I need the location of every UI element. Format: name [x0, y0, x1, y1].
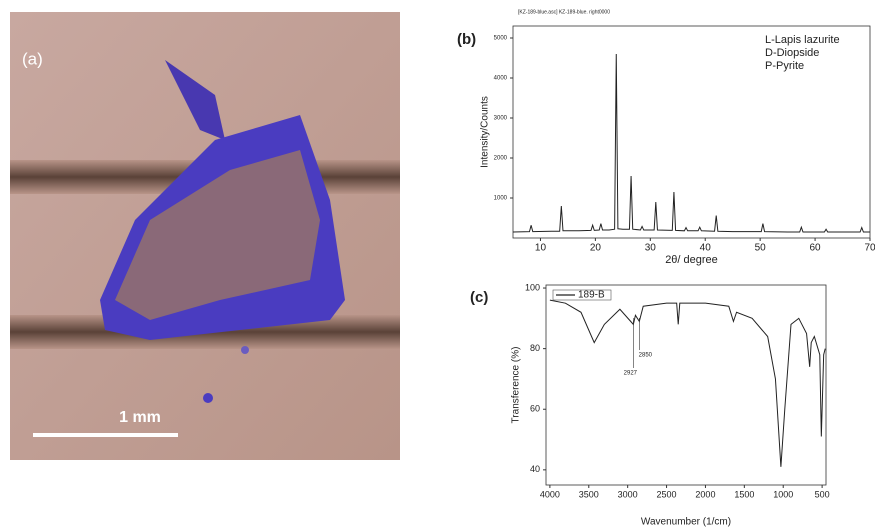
x-tick-label: 30: [645, 243, 657, 254]
x-tick-label: 4000: [540, 489, 560, 499]
x-tick-label: 40: [700, 243, 712, 254]
x-axis-label: 2θ/ degree: [665, 254, 718, 266]
y-axis-label: Intensity/Counts: [480, 96, 491, 168]
x-tick-label: 10: [535, 243, 547, 254]
x-tick-label: 20: [590, 243, 602, 254]
y-tick-label: 80: [530, 343, 540, 353]
scale-bar: [33, 433, 178, 437]
fragment: [241, 346, 249, 354]
panel-label: (a): [22, 49, 43, 68]
data-line: [549, 299, 826, 467]
x-axis-label: Wavenumber (1/cm): [641, 517, 731, 528]
photo: (a) 1 mm: [10, 12, 400, 460]
plot-frame: [512, 25, 871, 239]
scale-bar-label: 1 mm: [119, 409, 161, 426]
x-tick-label: 60: [810, 243, 822, 254]
crystal-inclusion: [115, 150, 320, 320]
panel-label: (b): [457, 31, 476, 48]
data-line: [512, 53, 870, 233]
annotation: P-Pyrite: [765, 60, 804, 72]
crystal-shard: [165, 60, 225, 140]
annotation: L-Lapis lazurite: [765, 34, 840, 46]
plot-frame: [545, 284, 827, 486]
chart-title: [KZ-189-blue.asc] KZ-189-blue. right0000: [518, 9, 610, 15]
y-tick-label: 1000: [494, 196, 508, 202]
y-tick-label: 4000: [494, 76, 508, 82]
x-tick-label: 70: [864, 243, 875, 254]
y-tick-label: 100: [525, 282, 540, 292]
x-tick-label: 3000: [618, 489, 638, 499]
annotation: D-Diopside: [765, 47, 819, 59]
y-tick-label: 60: [530, 404, 540, 414]
annotation: 2927: [624, 371, 638, 377]
legend-box: [552, 289, 612, 301]
annotation: 2850: [639, 353, 653, 359]
y-tick-label: 3000: [494, 116, 508, 122]
y-tick-label: 2000: [494, 156, 508, 162]
x-tick-label: 50: [755, 243, 767, 254]
panel-label: (c): [470, 289, 488, 306]
x-tick-label: 500: [815, 489, 830, 499]
y-tick-label: 5000: [494, 36, 508, 42]
x-tick-label: 2000: [695, 489, 715, 499]
x-tick-label: 1000: [773, 489, 793, 499]
x-tick-label: 3500: [579, 489, 599, 499]
y-tick-label: 40: [530, 464, 540, 474]
legend-label: 189-B: [578, 290, 605, 301]
x-tick-label: 1500: [734, 489, 754, 499]
y-axis-label: Transference (%): [511, 347, 522, 424]
x-tick-label: 2500: [657, 489, 677, 499]
fragment: [203, 393, 213, 403]
